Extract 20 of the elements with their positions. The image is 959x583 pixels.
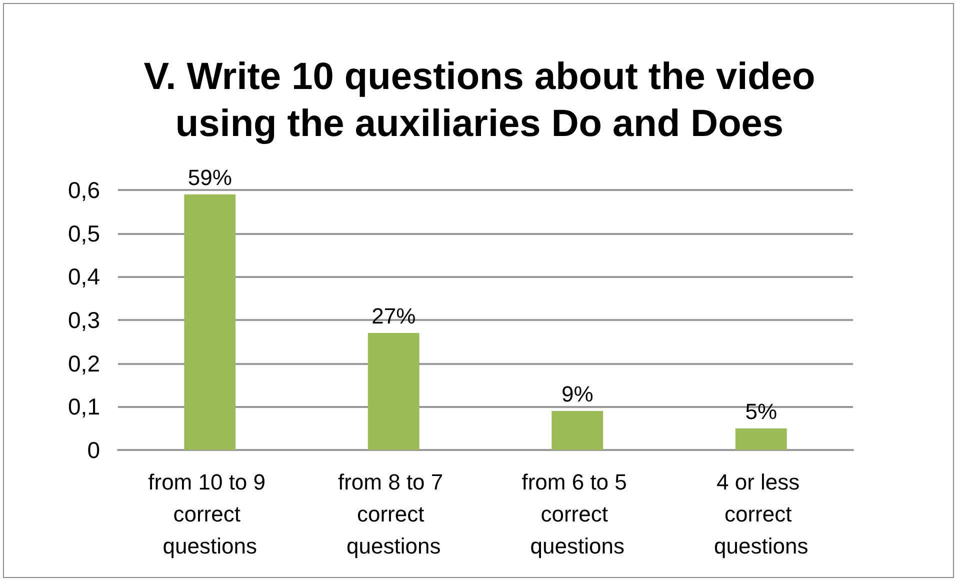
chart-title: V. Write 10 questions about the video using the auxiliaries Do and Does	[142, 55, 816, 147]
y-tick-label: 0,1	[68, 394, 100, 420]
y-tick-label: 0	[87, 437, 100, 463]
x-tick-label: 4 or less correct questions	[714, 470, 808, 558]
x-tick-label: from 10 to 9 correct questions	[148, 470, 272, 558]
x-tick-label: from 8 to 7 correct questions	[338, 470, 450, 558]
data-label: 9%	[561, 382, 594, 406]
y-tick-label: 0,3	[68, 307, 100, 333]
bar	[552, 411, 604, 450]
bar	[735, 428, 787, 450]
x-tick-label: from 6 to 5 correct questions	[522, 470, 634, 558]
y-tick-label: 0,6	[68, 177, 100, 203]
bar	[368, 333, 420, 450]
y-tick-label: 0,2	[68, 350, 100, 376]
y-tick-label: 0,5	[68, 220, 100, 246]
bar	[184, 194, 236, 450]
y-tick-label: 0,4	[68, 264, 100, 290]
data-label: 5%	[745, 398, 778, 424]
data-label: 59%	[188, 164, 232, 190]
data-label: 27%	[372, 304, 416, 328]
